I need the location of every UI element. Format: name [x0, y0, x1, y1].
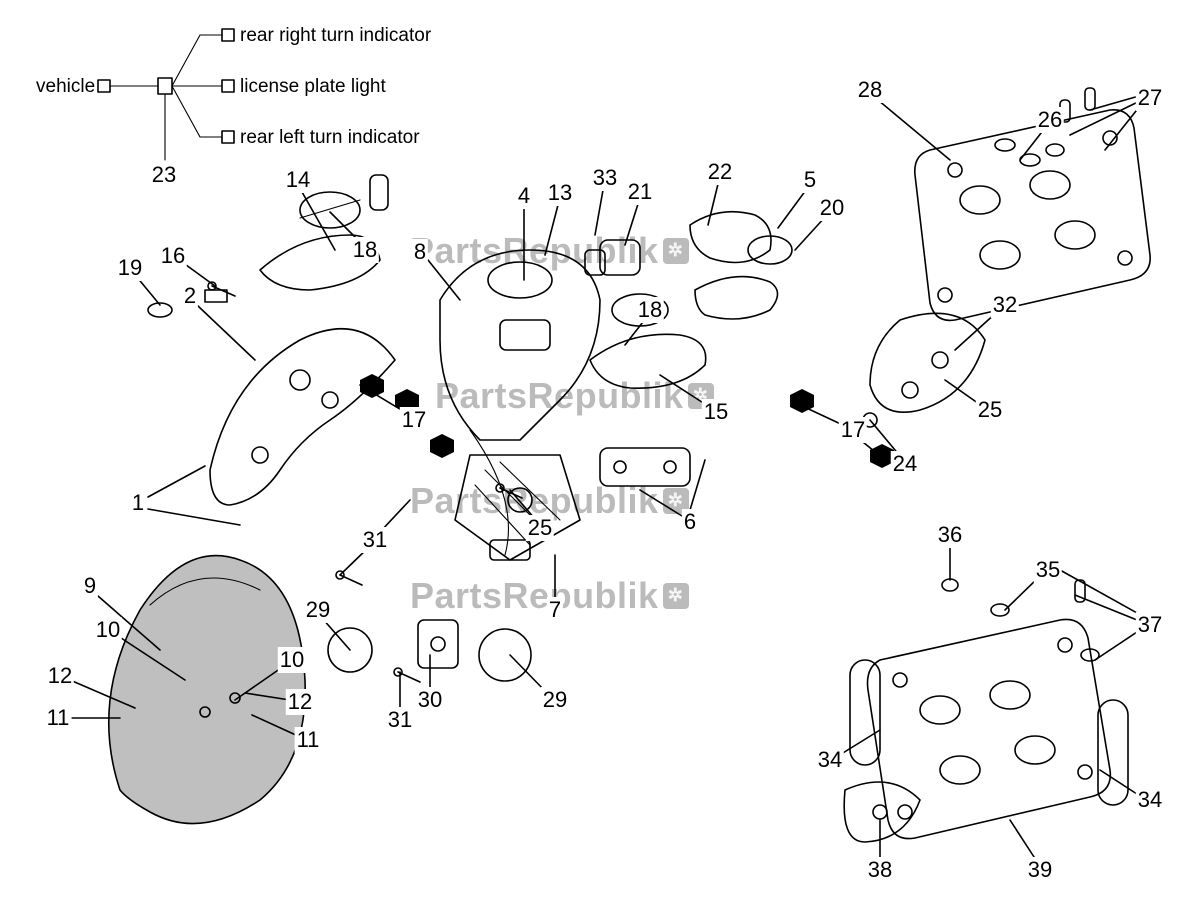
cap-29b: [479, 629, 531, 681]
callout-33: 33: [591, 165, 619, 191]
callout-16: 16: [159, 243, 187, 269]
callout-38: 38: [866, 857, 894, 883]
callout-20: 20: [818, 195, 846, 221]
callout-11: 11: [45, 705, 72, 731]
wire-branch-1: license plate light: [240, 76, 386, 98]
callout-2: 2: [182, 283, 198, 309]
callout-26: 26: [1036, 107, 1064, 133]
callout-37: 37: [1136, 612, 1164, 638]
diagram-svg: [0, 0, 1204, 903]
callout-12: 12: [286, 689, 314, 715]
callout-19: 19: [116, 255, 144, 281]
callout-11: 11: [295, 727, 322, 753]
callout-27: 27: [1136, 85, 1164, 111]
callout-32: 32: [991, 292, 1019, 318]
callout-34: 34: [1136, 787, 1164, 813]
callout-14: 14: [284, 167, 312, 193]
callout-21: 21: [626, 179, 654, 205]
bracket-38: [844, 782, 920, 842]
callout-5: 5: [802, 167, 818, 193]
callout-9: 9: [82, 573, 98, 599]
wiring-tree: [98, 29, 234, 160]
callout-31: 31: [386, 707, 414, 733]
plate-frame-28: [915, 110, 1150, 321]
callout-24: 24: [891, 451, 919, 477]
turn-indicator-left: [260, 175, 388, 290]
reflector: [600, 448, 690, 486]
wire-branch-0: rear right turn indicator: [240, 25, 431, 47]
callout-10: 10: [278, 647, 306, 673]
callout-22: 22: [706, 159, 734, 185]
callout-12: 12: [46, 663, 74, 689]
callout-31: 31: [361, 527, 389, 553]
callout-18: 18: [636, 297, 664, 323]
plate-light: [585, 212, 792, 275]
callout-25: 25: [526, 515, 554, 541]
callout-17: 17: [400, 407, 428, 433]
callout-10: 10: [94, 617, 122, 643]
bracket-right: [863, 313, 985, 427]
callout-18: 18: [351, 237, 379, 263]
wire-branch-2: rear left turn indicator: [240, 127, 420, 149]
callout-6: 6: [682, 509, 698, 535]
wire-root-label: vehicle: [36, 76, 95, 98]
turn-indicator-right: [590, 277, 778, 389]
exploded-diagram-root: PartsRepublik PartsRepublik PartsRepubli…: [0, 0, 1204, 903]
callout-29: 29: [304, 597, 332, 623]
bracket-left: [148, 290, 395, 505]
callout-30: 30: [416, 687, 444, 713]
callout-29: 29: [541, 687, 569, 713]
callout-8: 8: [412, 239, 428, 265]
callout-13: 13: [546, 180, 574, 206]
callout-17: 17: [839, 417, 867, 443]
callout-35: 35: [1034, 557, 1062, 583]
callout-34: 34: [816, 747, 844, 773]
reflector-holder: [418, 540, 530, 668]
callout-15: 15: [702, 399, 730, 425]
callout-36: 36: [936, 522, 964, 548]
callout-25: 25: [976, 397, 1004, 423]
plate-holder-center: [440, 250, 600, 560]
callout-28: 28: [856, 77, 884, 103]
rear-mudguard: [109, 556, 305, 824]
callout-1: 1: [130, 490, 146, 516]
callout-23: 23: [150, 162, 178, 188]
side-pad-34a: [850, 660, 880, 765]
plate-frame-39: [868, 619, 1111, 838]
callout-4: 4: [516, 183, 532, 209]
side-pad-34b: [1098, 700, 1128, 805]
hardware-35-37: [942, 560, 1099, 661]
callout-7: 7: [547, 597, 563, 623]
callout-39: 39: [1026, 857, 1054, 883]
